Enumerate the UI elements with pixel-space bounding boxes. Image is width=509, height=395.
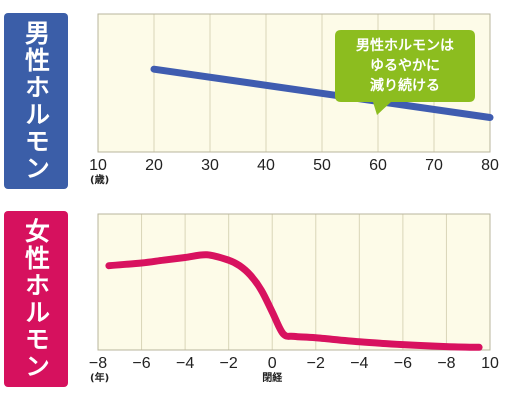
male-x-unit-label: (歳): [90, 173, 109, 186]
female-x-tick-label: −8: [437, 355, 455, 372]
male-hormone-label-text: 男性ホルモン: [21, 20, 51, 182]
male-x-tick-label: 50: [313, 157, 331, 174]
female-x-tick-label: 0: [268, 355, 277, 372]
female-hormone-label-text: 女性ホルモン: [21, 218, 51, 380]
female-x-tick-label: −2: [307, 355, 325, 372]
male-hormone-line: [150, 65, 494, 121]
male-x-tick-label: 70: [425, 157, 443, 174]
female-x-tick-label: −6: [394, 355, 412, 372]
male-x-tick-label: 30: [201, 157, 219, 174]
male-plot-frame: [97, 13, 491, 153]
annotation-text: 減り続ける: [370, 77, 440, 94]
annotation-text: 男性ホルモンは: [356, 37, 454, 54]
male-x-tick-label: 80: [481, 157, 499, 174]
female-hormone-line: [105, 251, 483, 351]
female-x-tick-label: −4: [176, 355, 194, 372]
female-x-tick-label: 10: [481, 355, 499, 372]
female-x-center-label: 閉経: [262, 371, 283, 384]
male-x-tick-label: 40: [257, 157, 275, 174]
female-x-tick-label: −2: [220, 355, 238, 372]
female-plot-frame: [97, 213, 491, 351]
male-hormone-label: 男性ホルモン: [4, 13, 68, 189]
annotation-callout-bubble: [335, 30, 475, 115]
female-x-unit-label: (年): [90, 371, 109, 384]
female-x-tick-label: −6: [132, 355, 150, 372]
male-x-tick-label: 10: [89, 157, 107, 174]
female-x-tick-label: −8: [89, 355, 107, 372]
female-hormone-label: 女性ホルモン: [4, 211, 68, 387]
annotation-text: ゆるやかに: [370, 58, 440, 74]
female-plot-background: [98, 214, 490, 350]
male-x-tick-label: 20: [145, 157, 163, 174]
male-x-tick-label: 60: [369, 157, 387, 174]
female-x-tick-label: −4: [350, 355, 368, 372]
